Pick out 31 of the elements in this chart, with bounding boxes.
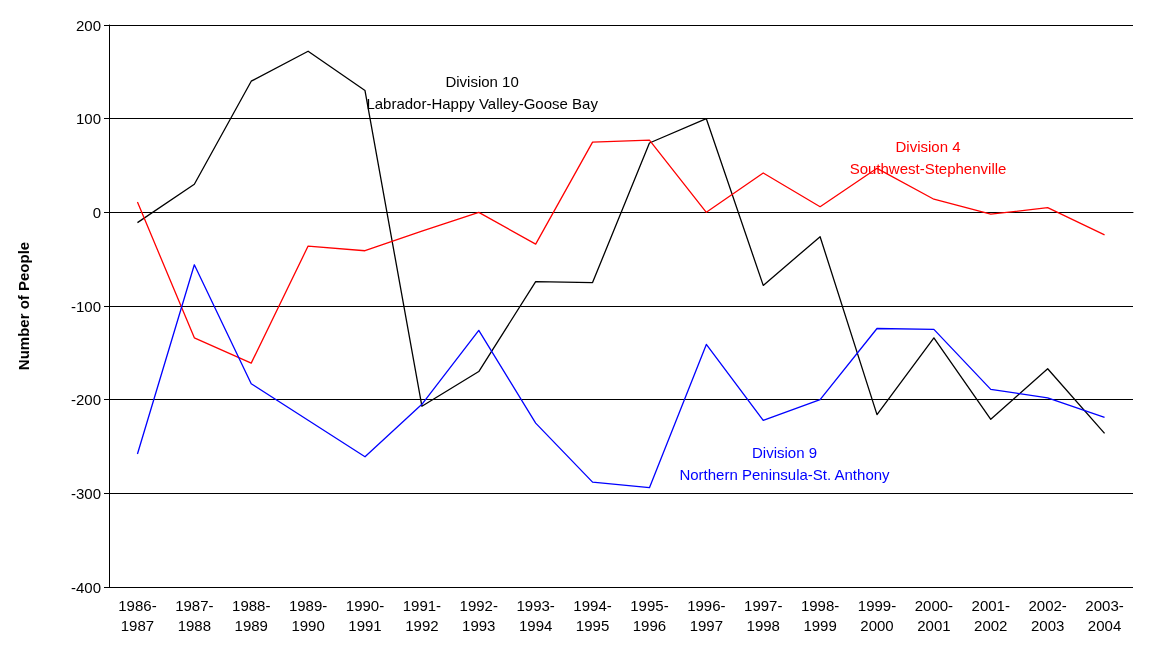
y-tick-label: -300 — [70, 484, 101, 502]
y-axis-title: Number of People — [15, 241, 32, 371]
x-tick-label: 2001-2002 — [971, 596, 1010, 634]
x-tick-label: 1987-1988 — [175, 596, 214, 634]
y-tick-label: -400 — [70, 578, 101, 596]
x-tick-label: 2002-2003 — [1028, 596, 1067, 634]
x-tick-label: 2000-2001 — [914, 596, 954, 634]
x-tick-label: 1990-1991 — [345, 596, 385, 634]
x-tick-label: 1989-1990 — [288, 596, 328, 634]
line-series — [136, 139, 1106, 364]
y-tick-label: -200 — [70, 391, 101, 409]
x-tick-label: 1993-1994 — [516, 596, 555, 634]
y-tick-label: -100 — [70, 297, 101, 315]
x-tick-label: 1992-1993 — [459, 596, 498, 634]
x-tick-label: 2003-2004 — [1085, 596, 1124, 634]
x-tick-label: 1986-1987 — [118, 596, 157, 634]
x-tick-label: 1988-1989 — [232, 596, 271, 634]
y-tick-label: 0 — [92, 203, 101, 221]
x-tick-label: 1995-1996 — [630, 596, 669, 634]
x-tick-label: 1991-1992 — [402, 596, 442, 634]
line-series — [136, 264, 1106, 489]
annotation: Division 10 Labrador-Happy Valley-Goose Bay — [366, 72, 599, 112]
x-tick-label: 1996-1997 — [687, 596, 726, 634]
y-tick-label: 100 — [75, 110, 101, 128]
x-tick-label: 1998-1999 — [800, 596, 840, 634]
annotation: Division 4 Southwest-Stephenville — [849, 137, 1007, 177]
y-tick-label: 200 — [75, 16, 101, 34]
x-tick-label: 1999-2000 — [857, 596, 897, 634]
annotation: Division 9 Northern Peninsula-St. Anthony — [679, 443, 891, 483]
x-tick-label: 1997-1998 — [744, 596, 783, 634]
x-tick-label: 1994-1995 — [573, 596, 612, 634]
